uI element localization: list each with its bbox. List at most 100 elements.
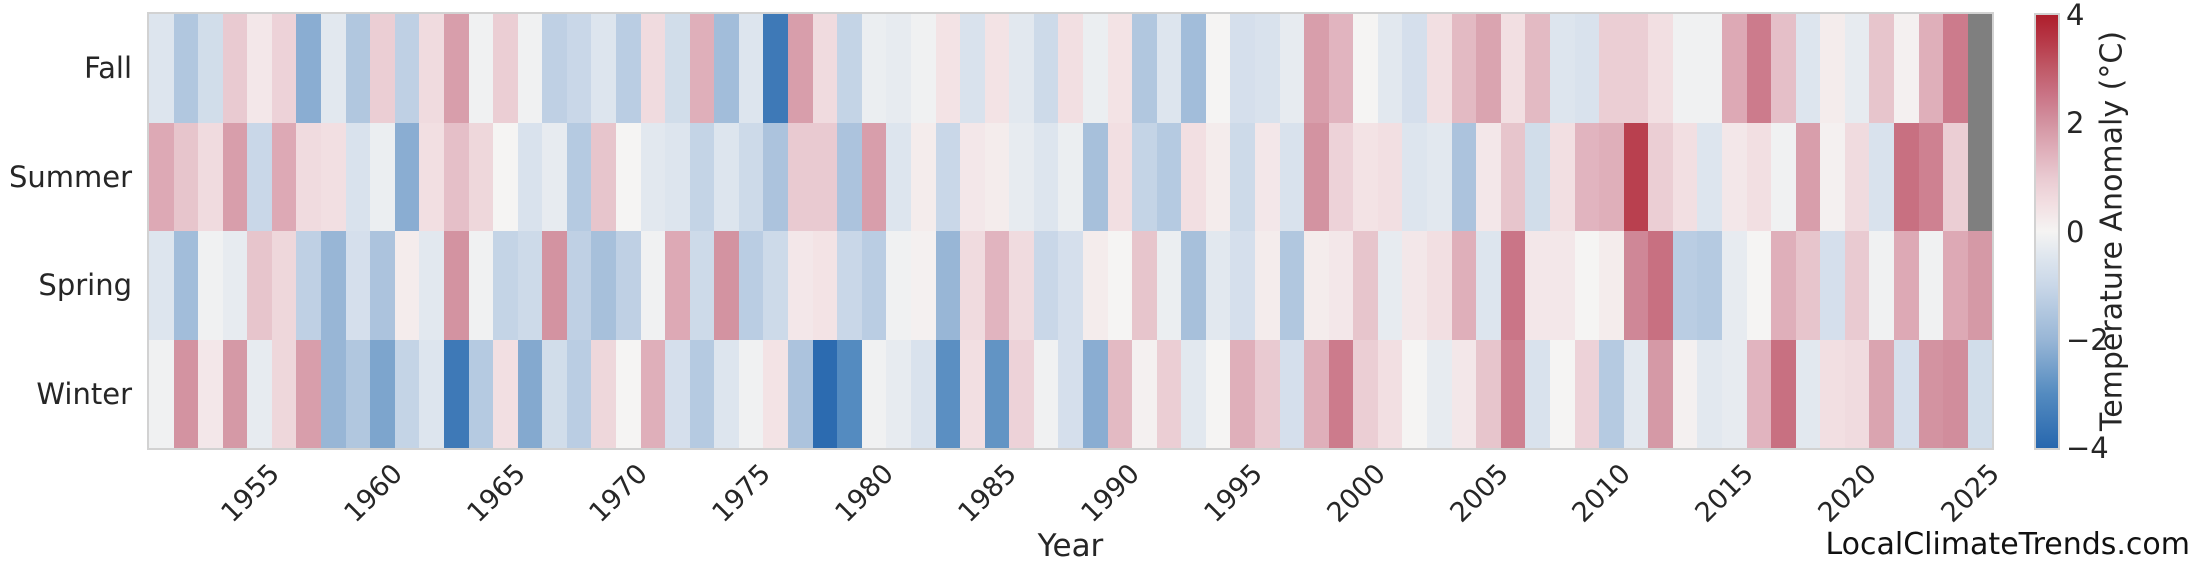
heatmap-cell xyxy=(1377,122,1403,231)
x-tick-label: 2000 xyxy=(1321,458,1392,529)
heatmap-cell xyxy=(1033,339,1059,448)
heatmap-cell xyxy=(1525,14,1550,123)
heatmap-cell xyxy=(173,231,199,340)
x-tick-label: 1960 xyxy=(338,458,409,529)
heatmap-cell xyxy=(1181,231,1206,340)
x-tick-label: 2010 xyxy=(1566,458,1638,529)
heatmap-cell xyxy=(1943,339,1968,448)
heatmap-cell xyxy=(517,14,543,123)
heatmap-cell xyxy=(861,122,887,231)
heatmap-cell xyxy=(1623,122,1649,231)
heatmap-cell xyxy=(788,339,813,448)
heatmap-cell xyxy=(1672,14,1698,123)
heatmap-cell xyxy=(1132,339,1157,448)
heatmap-cell xyxy=(615,231,641,340)
heatmap-cell xyxy=(1525,339,1550,448)
heatmap-cell xyxy=(345,14,371,123)
heatmap-cell xyxy=(1943,14,1968,123)
heatmap-cell xyxy=(861,339,887,448)
heatmap-cell xyxy=(542,14,567,123)
heatmap-cell xyxy=(370,122,395,231)
heatmap-cell xyxy=(1255,231,1280,340)
heatmap-cell xyxy=(714,231,739,340)
heatmap-cell xyxy=(984,122,1010,231)
heatmap-cell xyxy=(1697,14,1722,123)
x-tick-label: 2015 xyxy=(1689,458,1761,529)
heatmap-cell xyxy=(788,14,813,123)
colorbar-tick-0: 0 xyxy=(2066,214,2085,249)
heatmap-cell xyxy=(1402,14,1428,123)
heatmap-cell xyxy=(738,339,764,448)
heatmap-cell xyxy=(1181,14,1206,123)
heatmap-cell xyxy=(1304,122,1329,231)
heatmap-cell xyxy=(149,231,174,340)
heatmap-row-winter xyxy=(149,339,1993,448)
heatmap-cell xyxy=(493,231,518,340)
heatmap-cell xyxy=(443,339,469,448)
heatmap-cell xyxy=(468,14,494,123)
heatmap-cell xyxy=(468,231,494,340)
heatmap-cell xyxy=(615,339,641,448)
heatmap-cell xyxy=(419,14,444,123)
heatmap-row-summer xyxy=(149,122,1993,231)
heatmap-cell xyxy=(1623,14,1649,123)
watermark-text: LocalClimateTrends.com xyxy=(1825,527,2190,562)
heatmap-cell xyxy=(960,231,985,340)
heatmap-cell xyxy=(689,231,715,340)
heatmap-cell xyxy=(1894,339,1919,448)
heatmap-cell xyxy=(271,122,297,231)
heatmap-cell xyxy=(1353,339,1378,448)
heatmap-cell xyxy=(1918,231,1944,340)
heatmap-cell xyxy=(1697,339,1722,448)
heatmap-cell xyxy=(1353,231,1378,340)
heatmap-cell xyxy=(1918,14,1944,123)
heatmap-cell xyxy=(1451,122,1477,231)
heatmap-cell xyxy=(321,339,346,448)
heatmap-cell xyxy=(1549,122,1575,231)
heatmap-cell xyxy=(1107,231,1133,340)
heatmap-cell xyxy=(247,122,272,231)
heatmap-cell xyxy=(665,122,690,231)
heatmap-cell xyxy=(542,231,567,340)
heatmap-cell xyxy=(394,122,420,231)
heatmap-cell xyxy=(1009,14,1034,123)
heatmap-cell xyxy=(886,122,911,231)
heatmap-cell xyxy=(1869,339,1895,448)
heatmap-cell xyxy=(1844,122,1870,231)
heatmap-cell xyxy=(566,231,592,340)
heatmap-cell xyxy=(1672,339,1698,448)
heatmap-cell xyxy=(1672,231,1698,340)
heatmap-cell xyxy=(1599,231,1624,340)
heatmap-cell xyxy=(1304,14,1329,123)
heatmap-cell xyxy=(910,14,936,123)
heatmap-cell xyxy=(886,14,911,123)
heatmap-cell xyxy=(566,14,592,123)
heatmap-cell xyxy=(493,14,518,123)
heatmap-cell xyxy=(321,122,346,231)
heatmap-cell xyxy=(1967,14,1993,123)
heatmap-cell xyxy=(1058,122,1083,231)
heatmap-cell xyxy=(1377,14,1403,123)
heatmap-cell xyxy=(419,231,444,340)
heatmap-cell xyxy=(1795,339,1821,448)
heatmap-cell xyxy=(345,231,371,340)
heatmap-cell xyxy=(910,339,936,448)
heatmap-cell xyxy=(468,122,494,231)
heatmap-cell xyxy=(566,339,592,448)
heatmap-cell xyxy=(1894,122,1919,231)
heatmap-cell xyxy=(910,231,936,340)
heatmap-cell xyxy=(1574,339,1600,448)
heatmap-cell xyxy=(1205,231,1231,340)
heatmap-cell xyxy=(1009,339,1034,448)
heatmap-cell xyxy=(665,231,690,340)
heatmap-cell xyxy=(837,231,862,340)
heatmap-cell xyxy=(1943,231,1968,340)
heatmap-cell xyxy=(714,339,739,448)
heatmap-cell xyxy=(517,339,543,448)
colorbar xyxy=(2034,13,2060,450)
heatmap-row-spring xyxy=(149,231,1993,340)
heatmap-cell xyxy=(1181,122,1206,231)
heatmap-cell xyxy=(149,339,174,448)
heatmap-cell xyxy=(714,122,739,231)
heatmap-cell xyxy=(1795,231,1821,340)
